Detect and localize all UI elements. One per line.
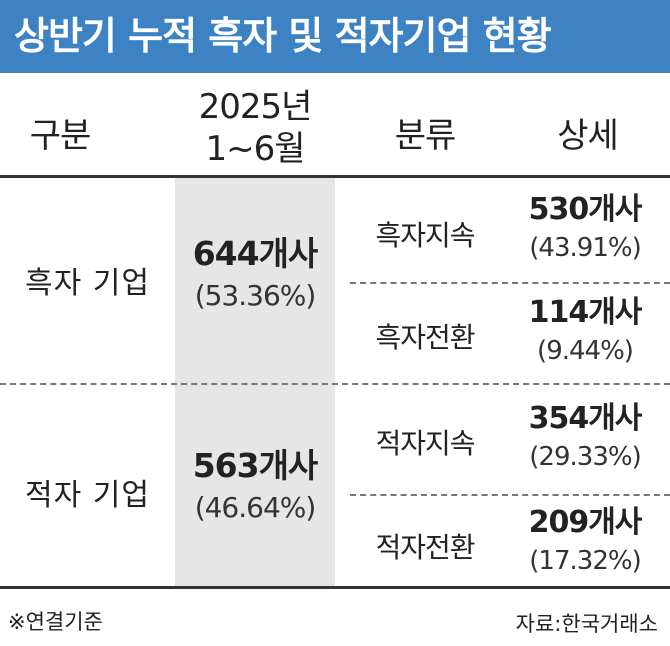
row-detail-profit-continued: 530개사 (43.91%): [500, 190, 670, 266]
total-share: (53.36%): [194, 279, 317, 312]
row-detail-loss-continued: 354개사 (29.33%): [500, 399, 670, 475]
detail-share: (43.91%): [529, 233, 641, 263]
row-label-loss-turnaround: 적자전환: [375, 531, 475, 564]
total-count: 644개사: [192, 234, 319, 273]
detail-count: 209개사: [528, 505, 643, 540]
detail-share: (9.44%): [537, 336, 634, 366]
row-label-loss-continued: 적자지속: [375, 427, 475, 460]
header-category: 구분: [29, 116, 92, 156]
detail-share: (29.33%): [529, 442, 641, 472]
header-classification: 분류: [394, 116, 457, 156]
row-detail-loss-turnaround: 209개사 (17.32%): [500, 503, 670, 579]
table-top-rule: [0, 175, 670, 178]
page-title: 상반기 누적 흑자 및 적자기업 현황: [14, 14, 552, 58]
header-period-line1: 2025년: [198, 87, 313, 127]
detail-share: (17.32%): [529, 546, 641, 576]
detail-count: 354개사: [528, 401, 643, 436]
row-divider-profit: [350, 282, 670, 284]
table-bottom-rule: [0, 586, 670, 589]
row-detail-profit-turnaround: 114개사 (9.44%): [500, 293, 670, 369]
header-detail: 상세: [557, 116, 619, 156]
period-column-shading: [175, 178, 335, 586]
total-count: 563개사: [192, 446, 319, 485]
row-divider-loss: [350, 494, 670, 496]
group-total-loss: 563개사 (46.64%): [175, 444, 335, 528]
detail-count: 114개사: [528, 295, 643, 330]
footnote: ※연결기준: [8, 610, 103, 634]
header-period-line2: 1~6월: [205, 129, 305, 169]
row-label-profit-continued: 흑자지속: [375, 219, 475, 252]
group-total-profit: 644개사 (53.36%): [175, 232, 335, 316]
group-label-profit: 흑자 기업: [25, 266, 150, 301]
header-period: 2025년 1~6월: [175, 86, 335, 170]
row-label-profit-turnaround: 흑자전환: [375, 321, 475, 354]
total-share: (46.64%): [194, 491, 317, 524]
group-divider: [0, 383, 670, 385]
group-label-loss: 적자 기업: [25, 478, 150, 513]
detail-count: 530개사: [528, 192, 643, 227]
source-credit: 자료:한국거래소: [515, 612, 658, 636]
title-bar: 상반기 누적 흑자 및 적자기업 현황: [0, 0, 670, 73]
